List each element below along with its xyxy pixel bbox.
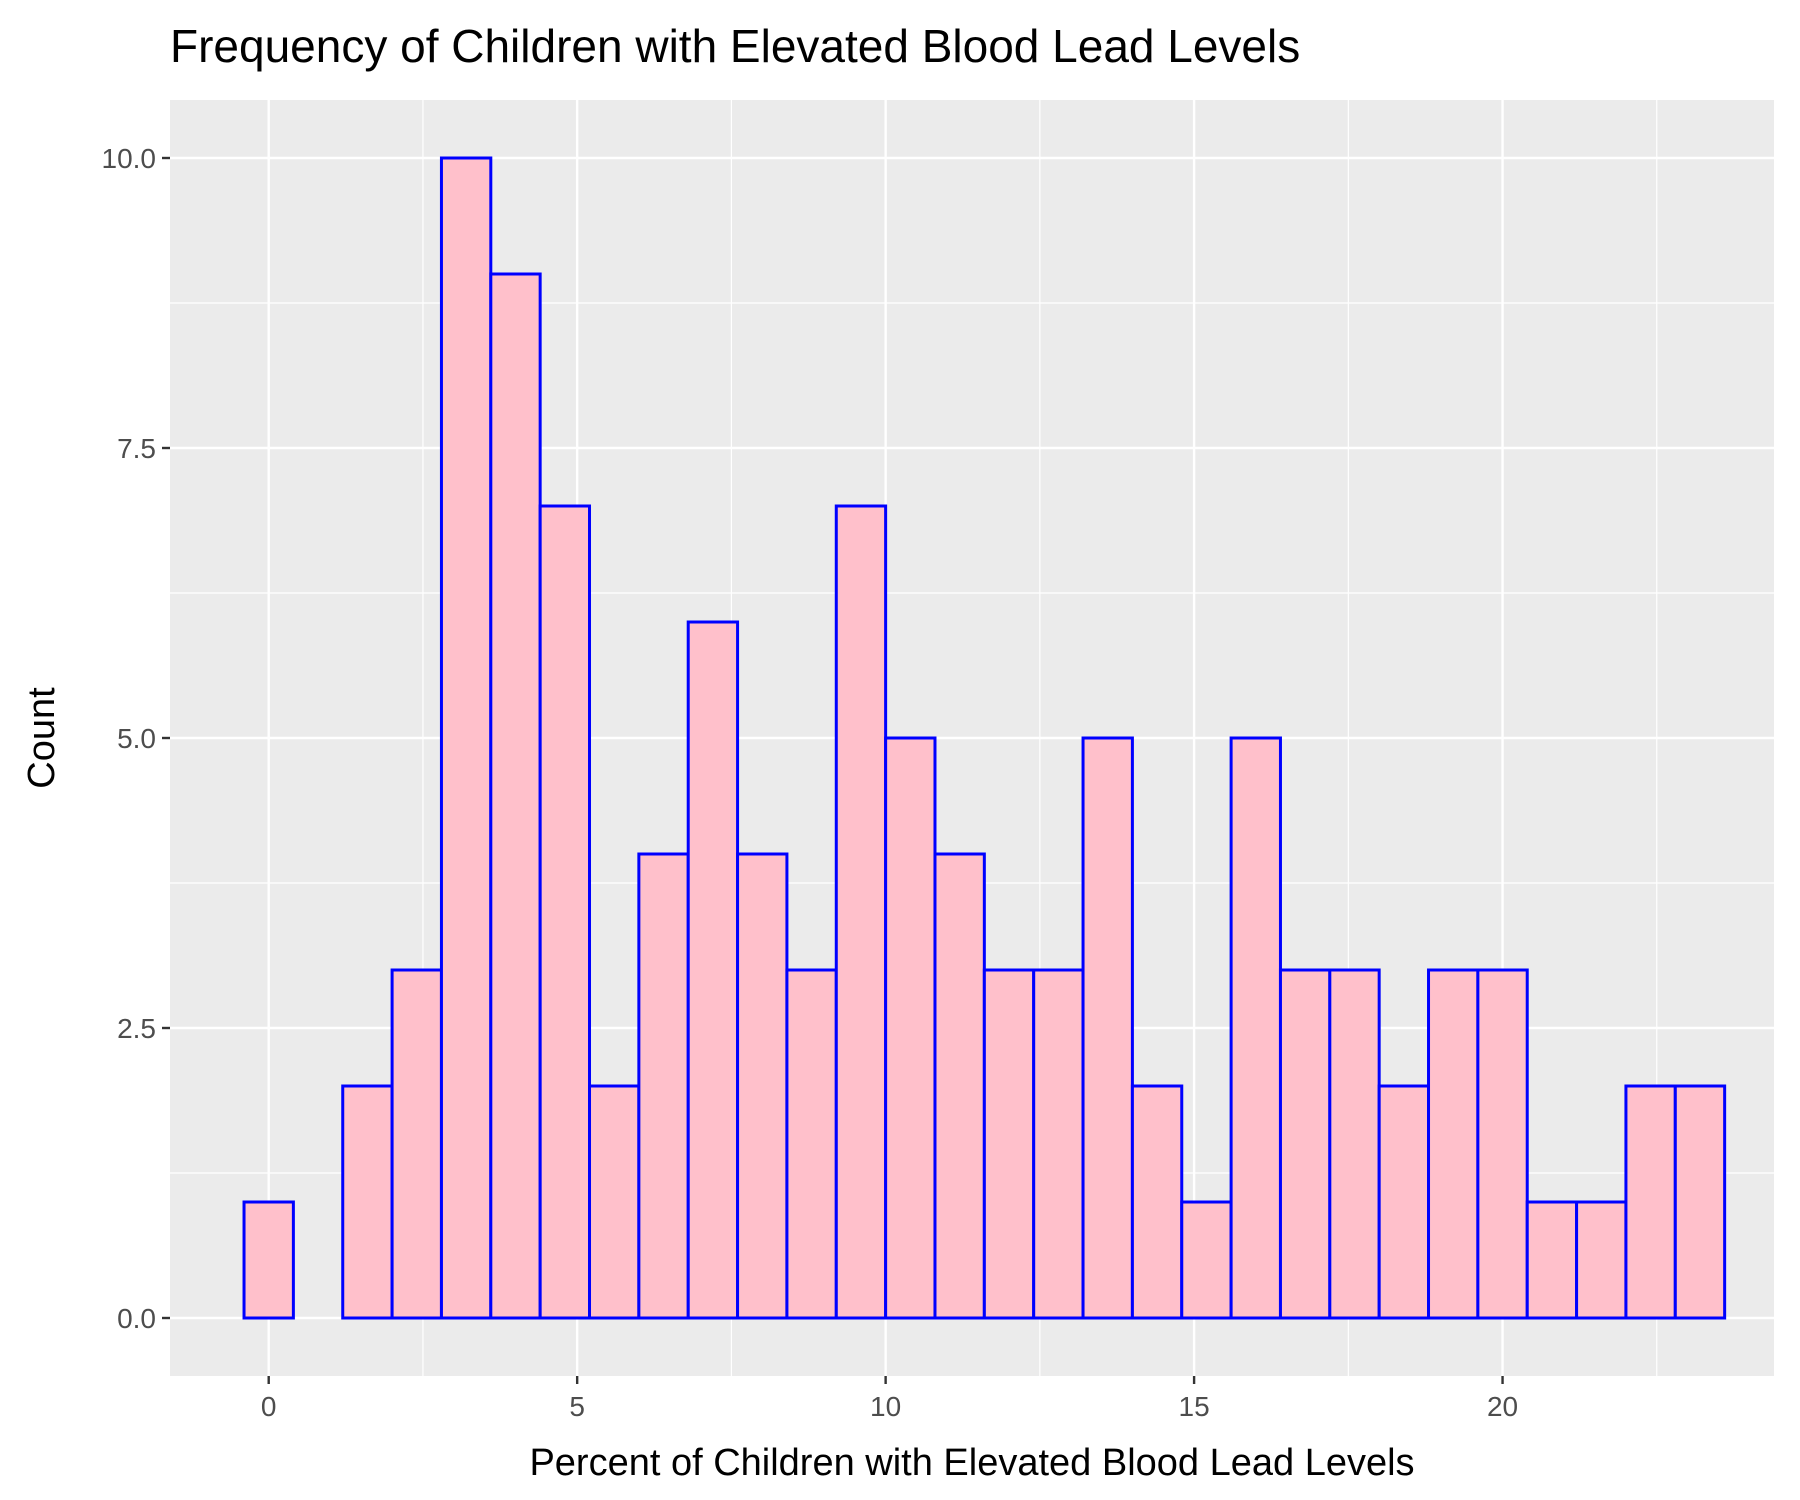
histogram-bar: [1575, 1200, 1628, 1320]
chart-title: Frequency of Children with Elevated Bloo…: [170, 20, 1300, 72]
y-tick-label: 5.0: [117, 723, 156, 754]
x-axis-title: Percent of Children with Elevated Blood …: [529, 1442, 1414, 1484]
histogram-bar: [1081, 736, 1134, 1320]
histogram-bar: [1525, 1200, 1579, 1320]
histogram-bar: [588, 1084, 641, 1320]
histogram-bar: [1130, 1084, 1184, 1320]
histogram-bar: [1673, 1084, 1727, 1320]
histogram-bar: [1427, 968, 1480, 1320]
histogram-bar: [982, 968, 1036, 1320]
histogram-bar: [637, 852, 690, 1320]
histogram-bar: [538, 504, 592, 1320]
histogram-bar: [1278, 968, 1332, 1320]
histogram-bar: [1229, 736, 1282, 1320]
x-tick-label: 10: [870, 1391, 901, 1422]
histogram-bar: [933, 852, 986, 1320]
x-tick-label: 5: [569, 1391, 585, 1422]
histogram-bar: [390, 968, 443, 1320]
histogram-bar: [341, 1084, 394, 1320]
y-tick-label: 2.5: [117, 1013, 156, 1044]
histogram-bar: [1624, 1084, 1677, 1320]
histogram-bar: [439, 156, 493, 1320]
x-axis: 0 5 10 15 20: [261, 1376, 1518, 1422]
y-tick-label: 10.0: [102, 143, 157, 174]
y-axis-title: Count: [21, 687, 63, 789]
histogram-bar: [884, 736, 937, 1320]
histogram-bar: [1180, 1200, 1233, 1320]
x-tick-label: 15: [1179, 1391, 1210, 1422]
x-tick-label: 0: [261, 1391, 277, 1422]
histogram-bar: [242, 1200, 295, 1320]
histogram-bar: [1377, 1084, 1431, 1320]
y-tick-label: 0.0: [117, 1303, 156, 1334]
histogram-bars: [242, 156, 1727, 1320]
y-tick-label: 7.5: [117, 433, 156, 464]
histogram-bar: [1032, 968, 1085, 1320]
histogram-bar: [1328, 968, 1381, 1320]
histogram-bar: [834, 504, 888, 1320]
histogram-bar: [1476, 968, 1529, 1320]
histogram-bar: [785, 968, 838, 1320]
histogram-bar: [489, 272, 542, 1320]
histogram-bar: [736, 852, 789, 1320]
histogram-bar: [686, 620, 740, 1320]
y-axis: 0.0 2.5 5.0 7.5 10.0: [102, 143, 170, 1334]
x-tick-label: 20: [1487, 1391, 1518, 1422]
